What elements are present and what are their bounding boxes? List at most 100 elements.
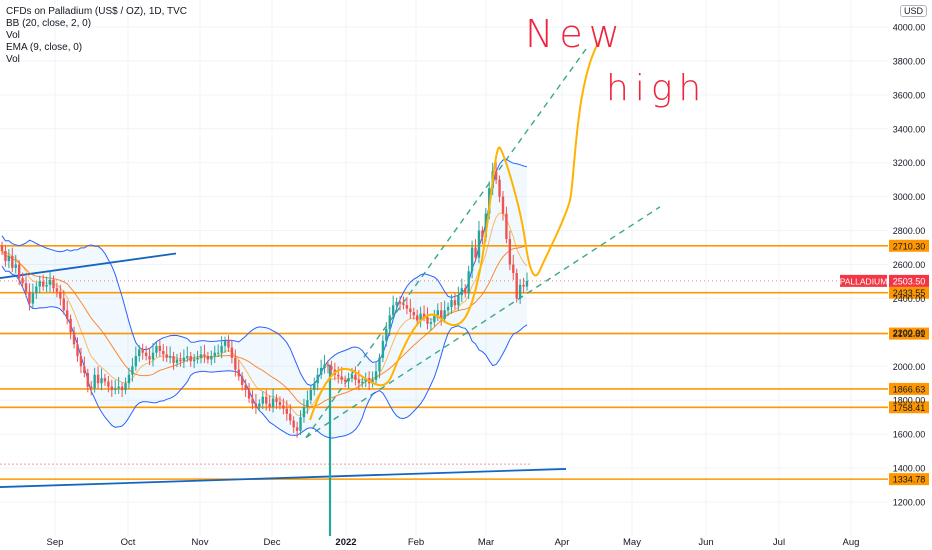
candle-body [247,390,251,399]
price-tick-label: 3000.00 [893,192,926,202]
bollinger-upper-line [1,158,528,386]
candle-body [120,386,124,391]
candle-body [395,301,398,306]
level-tag-label: 1758.41 [893,403,926,413]
candle-body [316,374,319,384]
candle-body [381,340,385,358]
candle-body [470,247,474,272]
price-tick-label: 4000.00 [893,23,926,33]
candle-body [292,420,295,428]
candle-body [237,369,240,377]
candle-body [343,379,347,382]
candle-body [141,349,144,353]
lower-trend-line [0,468,567,488]
candle-body [220,345,223,353]
candle-body [14,264,17,268]
price-tick-label: 1400.00 [893,464,926,474]
candle-body [90,386,93,389]
candle-body [227,340,230,348]
level-tag [889,239,929,252]
price-tick-label: 2800.00 [893,226,926,236]
price-tick-label: 3200.00 [893,158,926,168]
price-axis[interactable]: 2710.30 2433.55 2192.81 1866.63 1758.41 1334.… [840,23,929,508]
channel-lower-line [305,206,661,439]
candle-body [512,264,515,273]
level-tag-label: 2192.81 [893,329,926,339]
candle-body [213,352,216,357]
candle-body [69,318,72,333]
horizontal-levels[interactable] [0,244,888,480]
candle-body [251,398,254,404]
drawing-sketch[interactable] [309,0,601,421]
candle-body [165,354,168,358]
candle-body [24,283,28,292]
last-price-label: 2503.50 [893,276,926,286]
candle-body [388,315,391,329]
candle-body [7,256,11,262]
channel-upper-line [305,48,587,438]
candle-body [172,356,175,363]
candle-body [206,356,210,360]
legend-vol-2[interactable]: Vol [6,54,20,65]
candle-body [114,388,117,391]
indicator-lines [1,158,528,439]
candle-body [86,373,89,387]
candle-body [319,367,323,375]
candle-body [484,213,488,238]
level-tag-label: 1334.78 [893,475,926,485]
time-axis[interactable]: Sep Oct Nov Dec 2022 Feb Mar Apr May Jun Jul Aug [47,537,860,548]
legend-bb[interactable]: BB (20, close, 2, 0) [6,18,92,29]
candle-body [350,374,354,379]
candle-body [17,264,21,279]
legend-title[interactable]: CFDs on Palladium (US$ / OZ), 1D, TVC [6,6,187,17]
candle-body [35,286,38,294]
level-tag [889,401,929,414]
price-tick-label: 3400.00 [893,124,926,134]
candle-body [330,366,333,370]
candle-body [398,301,402,304]
candle-body [4,250,7,262]
grid [0,0,888,536]
candle-body [481,230,484,238]
level-tag [889,382,929,395]
candle-body [508,239,512,265]
candle-body [385,328,388,341]
candle-body [131,366,134,375]
candle-body [158,345,162,352]
time-tick-label: Sep [47,537,64,548]
candle-body [453,300,457,306]
price-tick-label: 3600.00 [893,90,926,100]
time-tick-label: Apr [555,537,570,548]
candle-body [494,171,498,180]
candle-body [460,288,464,296]
candle-body [117,386,120,389]
candle-body [302,407,306,418]
legend-ema[interactable]: EMA (9, close, 0) [6,42,83,53]
candle-body [505,213,508,240]
legend-vol[interactable]: Vol [6,30,20,41]
price-tick-label: 2600.00 [893,260,926,270]
candle-body [378,357,381,372]
forecast-sketch-path [309,39,601,421]
candle-body [240,376,244,385]
candle-body [436,310,439,316]
candle-body [0,245,4,251]
candles [0,161,529,438]
candle-body [72,332,76,345]
candle-body [148,356,151,360]
candle-body [265,396,268,404]
time-tick-label: Mar [478,537,494,548]
candle-body [354,374,357,380]
candle-body [295,427,299,431]
time-tick-label: Dec [264,537,281,548]
price-tick-label: 3800.00 [893,56,926,66]
candle-body [168,356,172,358]
level-tag-label: 2433.55 [893,288,926,298]
candle-body [254,403,258,407]
candle-body [299,417,302,431]
candle-body [443,310,446,319]
trend-lines[interactable] [0,48,661,536]
currency-badge[interactable]: USD [900,5,928,17]
candle-body [258,403,261,407]
